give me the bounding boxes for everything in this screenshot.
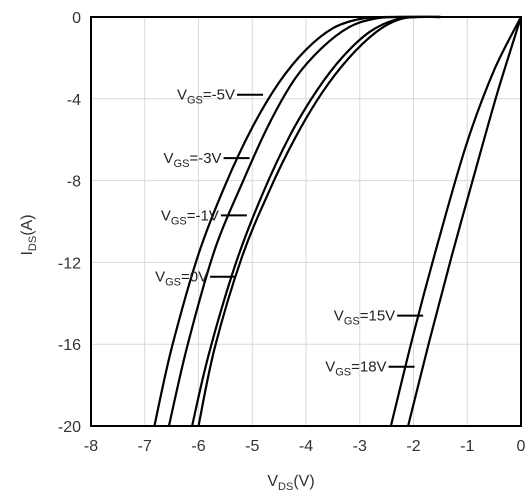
series-line [407, 16, 523, 427]
series-label-text: VGS=-1V [161, 207, 219, 227]
x-tick-label: -2 [406, 438, 420, 455]
series-label: VGS=-5V [177, 87, 263, 107]
series-label: VGS=-1V [161, 207, 247, 227]
y-tick-labels: 0 -4 -8 -12 -16 -20 [58, 10, 81, 436]
y-tick-label: -20 [58, 419, 81, 436]
series-line [197, 15, 441, 427]
series-label-text: VGS=-5V [177, 87, 235, 107]
series-label-text: VGS=0V [155, 269, 208, 289]
x-tick-label: -3 [353, 438, 367, 455]
y-tick-label: 0 [72, 10, 81, 27]
grid [90, 16, 522, 427]
x-tick-labels: -8 -7 -6 -5 -4 -3 -2 -1 0 [84, 438, 526, 455]
series-label: VGS=18V [325, 359, 415, 379]
plot-frame [90, 16, 522, 427]
series-lines [153, 15, 523, 427]
series-line [153, 15, 441, 427]
y-axis-title: IDS(A) [19, 214, 39, 255]
series-line [167, 15, 441, 427]
x-tick-label: -1 [460, 438, 474, 455]
series-label: VGS=-3V [164, 150, 250, 170]
x-axis-title: VDS(V) [267, 473, 314, 493]
series-label-text: VGS=18V [325, 359, 386, 379]
x-tick-label: -8 [84, 438, 98, 455]
y-tick-label: -4 [67, 92, 81, 109]
series-label: VGS=0V [155, 269, 237, 289]
x-tick-label: -6 [191, 438, 205, 455]
x-tick-label: -5 [245, 438, 259, 455]
series-line [389, 16, 522, 427]
y-tick-label: -8 [67, 174, 81, 191]
y-tick-label: -16 [58, 337, 81, 354]
series-label-text: VGS=-3V [164, 150, 222, 170]
y-tick-label: -12 [58, 255, 81, 272]
x-tick-label: 0 [517, 438, 526, 455]
series-annotations: VGS=-5V VGS=-3V VGS=-1V VGS=0V VGS=15V VGS=18… [155, 87, 424, 379]
x-tick-label: -4 [299, 438, 313, 455]
series-label: VGS=15V [334, 308, 424, 328]
series-line [191, 15, 441, 427]
series-label-text: VGS=15V [334, 308, 395, 328]
x-tick-label: -7 [138, 438, 152, 455]
